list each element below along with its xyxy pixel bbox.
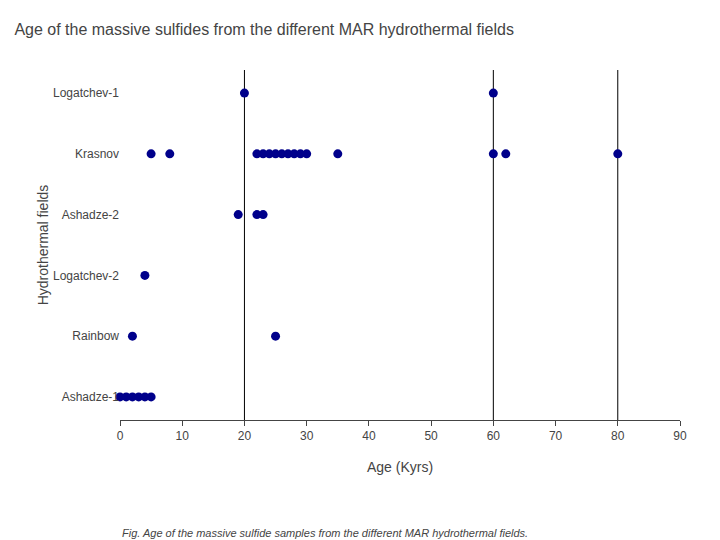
svg-text:90: 90 — [673, 429, 687, 443]
svg-text:Fig. Age of the massive sulfid: Fig. Age of the massive sulfide samples … — [122, 527, 528, 539]
svg-text:Hydrothermal fields: Hydrothermal fields — [35, 185, 51, 306]
svg-text:Rainbow: Rainbow — [72, 329, 119, 343]
svg-text:60: 60 — [487, 429, 501, 443]
svg-text:0: 0 — [117, 429, 124, 443]
svg-text:Krasnov: Krasnov — [75, 147, 119, 161]
svg-text:50: 50 — [424, 429, 438, 443]
svg-text:Age of the massive sulfides fr: Age of the massive sulfides from the dif… — [14, 21, 513, 38]
svg-text:Logatchev-1: Logatchev-1 — [53, 86, 119, 100]
svg-text:20: 20 — [238, 429, 252, 443]
svg-text:80: 80 — [611, 429, 625, 443]
svg-text:70: 70 — [549, 429, 563, 443]
svg-text:30: 30 — [300, 429, 314, 443]
svg-text:Ashadze-1: Ashadze-1 — [62, 390, 120, 404]
svg-text:Logatchev-2: Logatchev-2 — [53, 269, 119, 283]
svg-text:10: 10 — [176, 429, 190, 443]
svg-text:Ashadze-2: Ashadze-2 — [62, 208, 120, 222]
svg-text:40: 40 — [362, 429, 376, 443]
svg-text:Age (Kyrs): Age (Kyrs) — [367, 459, 433, 475]
